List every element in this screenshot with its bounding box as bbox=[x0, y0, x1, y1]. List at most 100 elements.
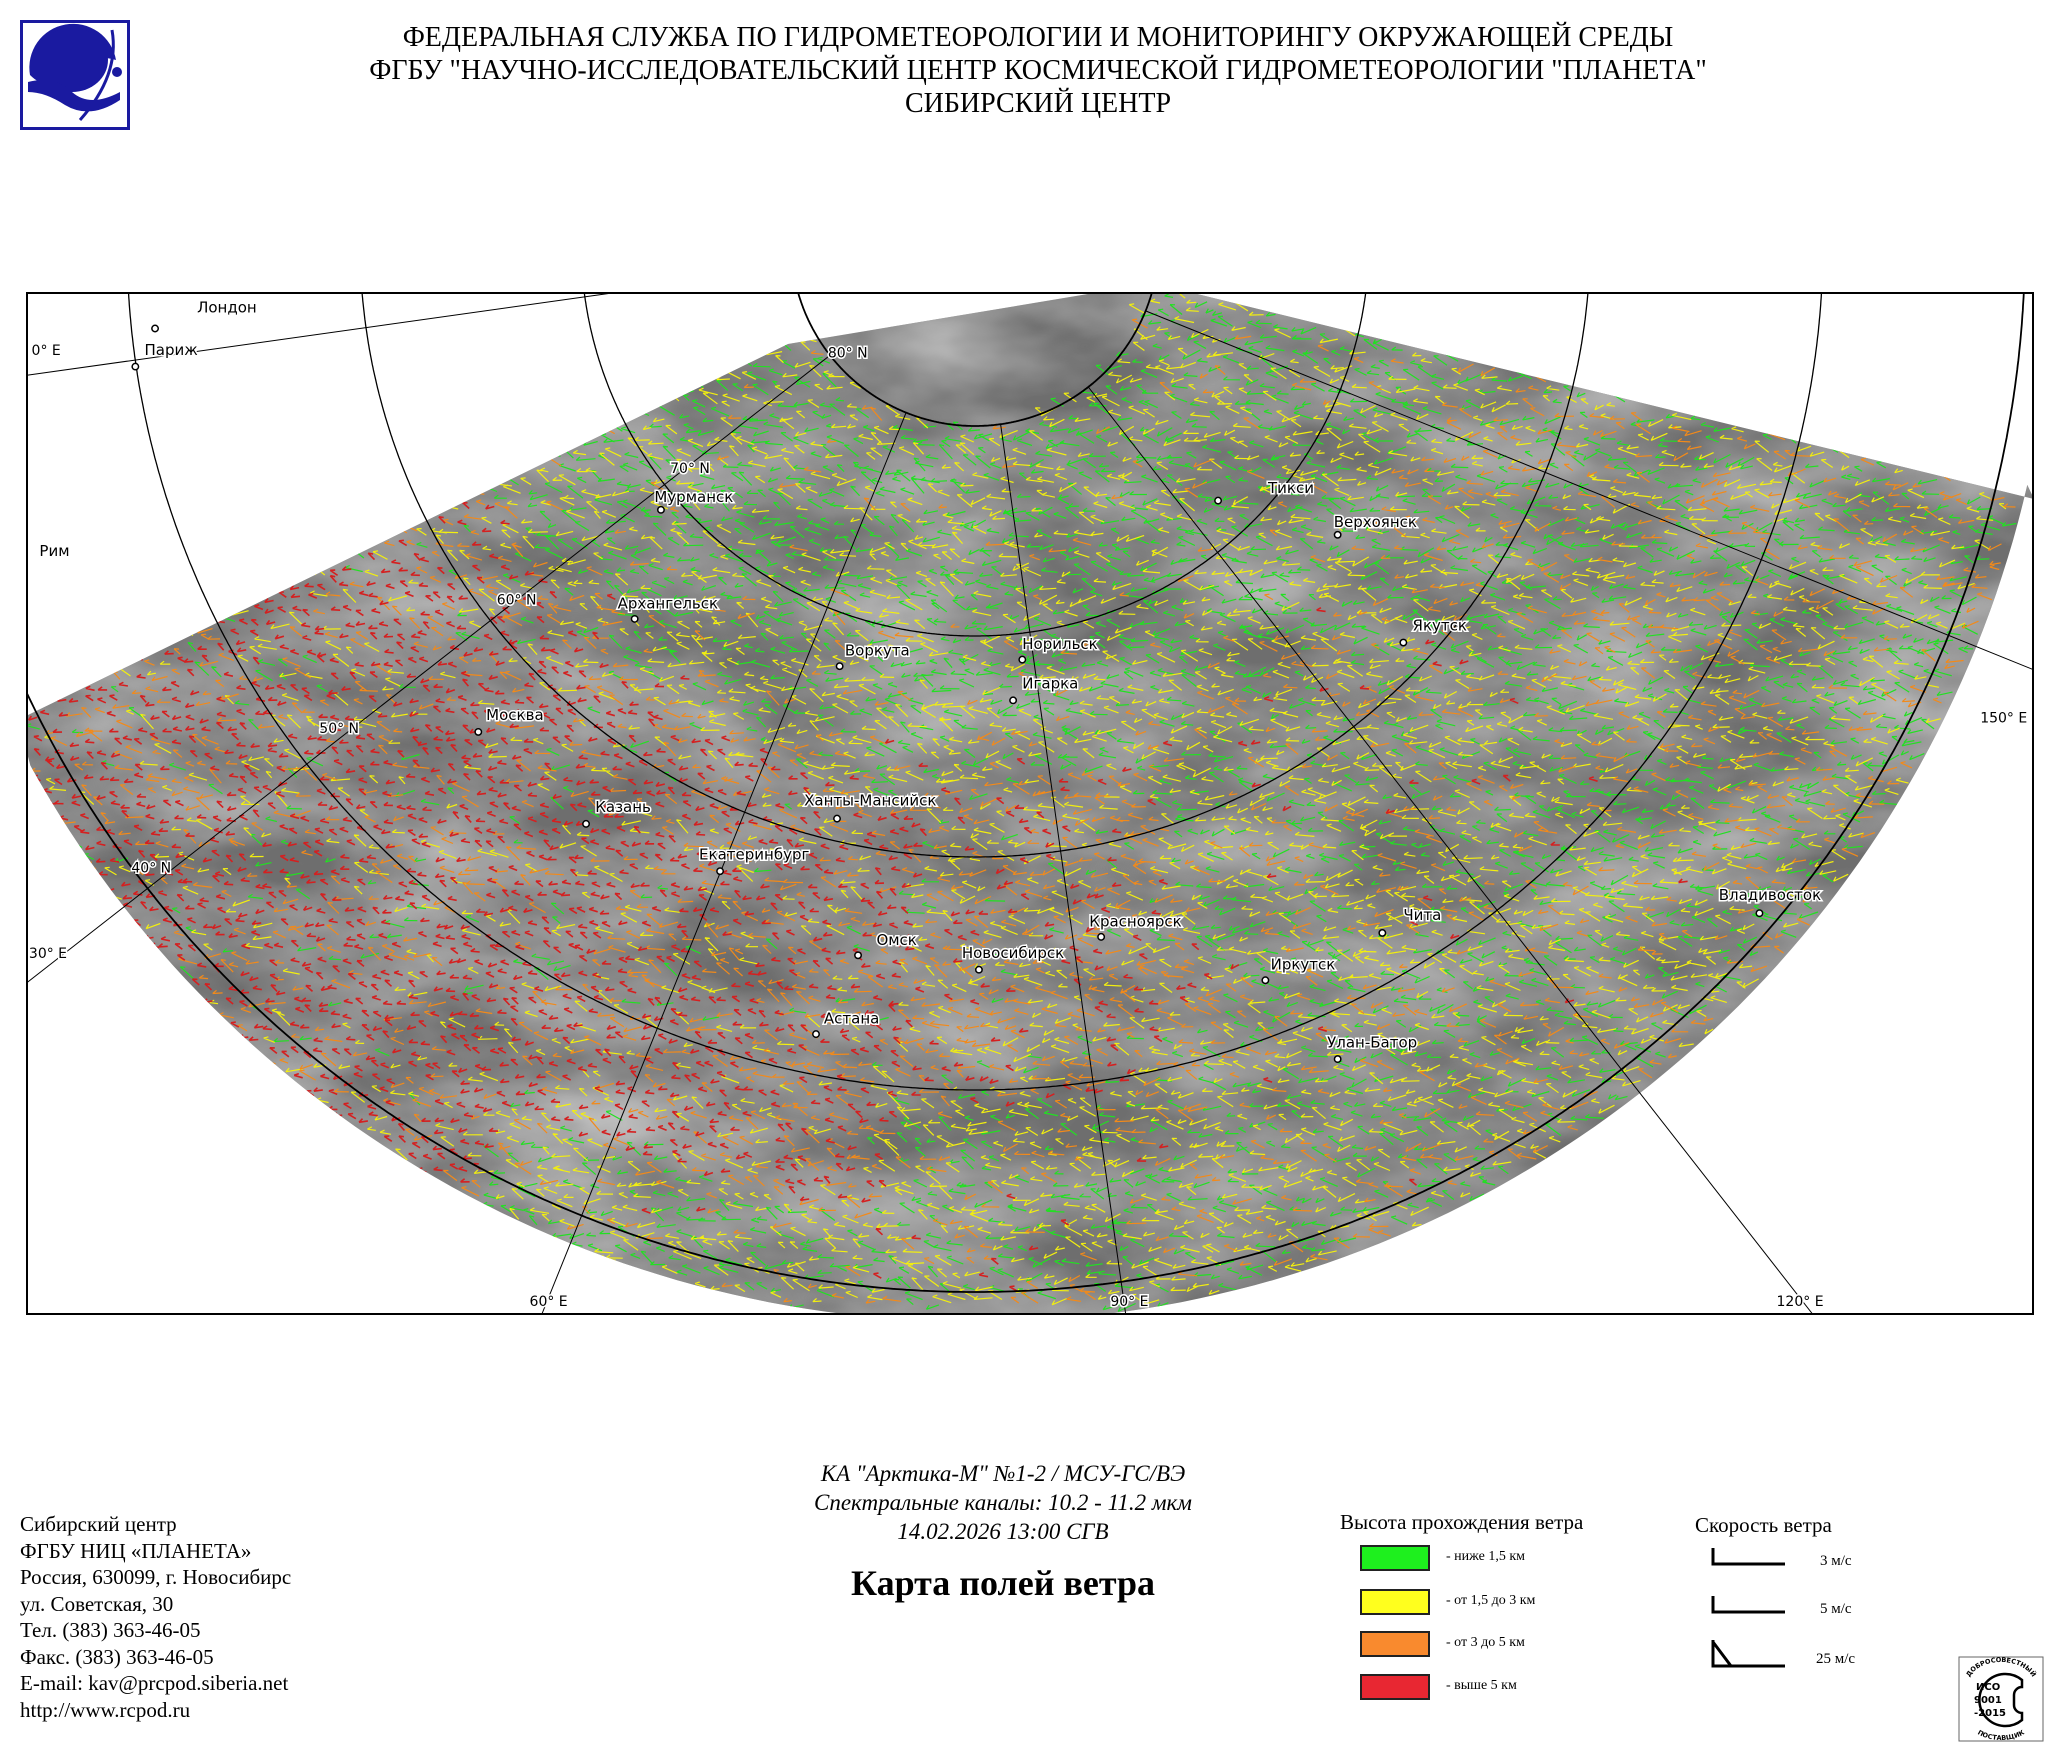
graticule-label: 70° N bbox=[670, 461, 710, 477]
city-label: Иркутск bbox=[1271, 956, 1336, 974]
height-legend-label: - от 1,5 до 3 км bbox=[1446, 1593, 1536, 1608]
city-label: Владивосток bbox=[1719, 886, 1821, 904]
wind-vectors-mid bbox=[44, 292, 2007, 1306]
contact-line: http://www.rcpod.ru bbox=[20, 1697, 191, 1722]
channels-line: Спектральные каналы: 10.2 - 11.2 мкм bbox=[814, 1490, 1192, 1515]
header-line-center: СИБИРСКИЙ ЦЕНТР bbox=[904, 88, 1172, 119]
city-dot-icon bbox=[1378, 928, 1387, 937]
contact-line: E-mail: kav@prcpod.siberia.net bbox=[20, 1671, 289, 1695]
city-dot-icon bbox=[1399, 638, 1408, 647]
wind-field-map: 80° N 70° N 60° N 50° N 40° N 0° E 30° E 60° E 9… bbox=[26, 292, 2034, 1315]
city-label: Улан-Батор bbox=[1327, 1033, 1417, 1051]
barb-3ms-icon bbox=[1711, 1548, 1785, 1566]
graticule-label: 0° E bbox=[32, 343, 61, 359]
height-legend-label: - от 3 до 5 км bbox=[1446, 1635, 1525, 1650]
city-marker: Иркутск bbox=[1261, 954, 1337, 985]
city-dot-icon bbox=[151, 324, 160, 333]
barb-25ms-icon bbox=[1711, 1640, 1785, 1668]
city-dot-icon bbox=[1097, 932, 1106, 941]
height-legend-swatch bbox=[1360, 1545, 1430, 1571]
parallel-40n bbox=[26, 292, 2025, 1293]
height-legend-label: - выше 5 км bbox=[1446, 1678, 1517, 1693]
city-marker: Екатеринбург bbox=[698, 844, 811, 876]
height-legend-label: - ниже 1,5 км bbox=[1446, 1549, 1526, 1564]
city-marker: Париж bbox=[131, 339, 199, 371]
city-dot-icon bbox=[1018, 655, 1027, 664]
parallel-70n bbox=[583, 293, 1367, 637]
city-label: Казань bbox=[595, 798, 651, 816]
city-marker: Лондон bbox=[151, 297, 258, 333]
height-legend-title: Высота прохождения ветра bbox=[1340, 1510, 1584, 1534]
city-label: Верхоянск bbox=[1334, 513, 1417, 531]
city-marker: Новосибирск bbox=[960, 942, 1066, 974]
city-label: Омск bbox=[876, 931, 916, 949]
city-marker: Москва bbox=[474, 705, 545, 736]
city-marker: Казань bbox=[582, 797, 652, 828]
city-label: Красноярск bbox=[1089, 912, 1181, 930]
city-marker: Чита bbox=[1378, 904, 1443, 937]
iso-9001-badge: ДОБРОСОВЕСТНЫЙ ПОСТАВЩИК ИСО 9001 -2015 bbox=[1958, 1656, 2044, 1742]
graticule-label: 60° E bbox=[530, 1294, 568, 1310]
height-legend-swatch bbox=[1360, 1674, 1430, 1700]
map-frame bbox=[26, 292, 2034, 1315]
graticule-label: 120° E bbox=[1777, 1294, 1824, 1310]
height-legend-swatch bbox=[1360, 1631, 1430, 1657]
city-marker: Норильск bbox=[1018, 634, 1099, 664]
city-dot-icon bbox=[716, 867, 725, 876]
city-dot-icon bbox=[812, 1030, 820, 1039]
city-marker: Астана bbox=[812, 1008, 881, 1039]
city-label: Архангельск bbox=[618, 594, 719, 612]
city-dot-icon bbox=[835, 662, 844, 671]
city-marker: Воркута bbox=[835, 640, 911, 671]
city-label: Мурманск bbox=[654, 488, 733, 506]
meridian-0 bbox=[26, 292, 620, 376]
city-dot-icon bbox=[1333, 1055, 1342, 1064]
city-label: Екатеринбург bbox=[699, 845, 809, 863]
city-marker: Архангельск bbox=[616, 593, 720, 623]
city-label: Якутск bbox=[1413, 617, 1467, 635]
iso-badge-line1: ИСО bbox=[1976, 1682, 2000, 1693]
city-dot-icon bbox=[1261, 976, 1270, 985]
city-label: Новосибирск bbox=[962, 944, 1064, 962]
contact-line: Сибирский центр bbox=[20, 1512, 177, 1536]
city-marker: Владивосток bbox=[1717, 885, 1823, 918]
graticule-label: 60° N bbox=[497, 592, 537, 608]
city-marker: Тикси bbox=[1214, 477, 1315, 505]
speed-legend-barbs bbox=[1711, 1548, 1785, 1668]
city-dot-icon bbox=[974, 965, 983, 974]
graticule-label: 30° E bbox=[29, 946, 67, 962]
city-dot-icon bbox=[131, 362, 140, 371]
city-label: Чита bbox=[1403, 906, 1441, 924]
parallel-60n bbox=[361, 292, 1589, 858]
meridian-60 bbox=[541, 412, 907, 1315]
city-label: Москва bbox=[486, 706, 543, 724]
city-label: Норильск bbox=[1022, 635, 1097, 653]
satellite-line: КА "Арктика-М" №1-2 / МСУ-ГС/ВЭ bbox=[820, 1461, 1186, 1486]
speed-legend-title: Скорость ветра bbox=[1695, 1513, 1832, 1537]
city-dot-icon bbox=[474, 727, 483, 736]
city-dot-icon bbox=[630, 614, 639, 623]
city-dot-icon bbox=[1214, 496, 1223, 505]
city-label: Ханты-Мансийск bbox=[804, 791, 936, 809]
city-dot-icon bbox=[833, 814, 841, 823]
city-marker: Мурманск bbox=[653, 486, 735, 514]
city-marker: Рим bbox=[38, 540, 71, 561]
graticule-label: 150° E bbox=[1980, 711, 2027, 727]
wind-vectors-top bbox=[27, 501, 1688, 1292]
planeta-logo bbox=[20, 20, 130, 130]
city-dot-icon bbox=[656, 505, 665, 514]
contact-line: ФГБУ НИЦ «ПЛАНЕТА» bbox=[20, 1538, 252, 1563]
meridian-90 bbox=[1000, 424, 1127, 1315]
city-label: Париж bbox=[145, 341, 198, 359]
city-dot-icon bbox=[1333, 530, 1342, 539]
city-label: Лондон bbox=[197, 299, 257, 317]
city-marker: Улан-Батор bbox=[1326, 1032, 1419, 1064]
city-marker: Ханты-Мансийск bbox=[803, 790, 938, 823]
city-marker: Якутск bbox=[1399, 615, 1468, 647]
city-marker: Игарка bbox=[1009, 673, 1080, 705]
city-label: Астана bbox=[824, 1010, 879, 1028]
parallel-80n bbox=[797, 292, 1153, 427]
city-markers: Лондон Париж Рим Мурманск Архангельск Воркута… bbox=[38, 297, 1823, 1064]
map-title: Карта полей ветра bbox=[850, 1563, 1156, 1603]
header-line-agency: ФЕДЕРАЛЬНАЯ СЛУЖБА ПО ГИДРОМЕТЕОРОЛОГИИ … bbox=[402, 22, 1674, 53]
